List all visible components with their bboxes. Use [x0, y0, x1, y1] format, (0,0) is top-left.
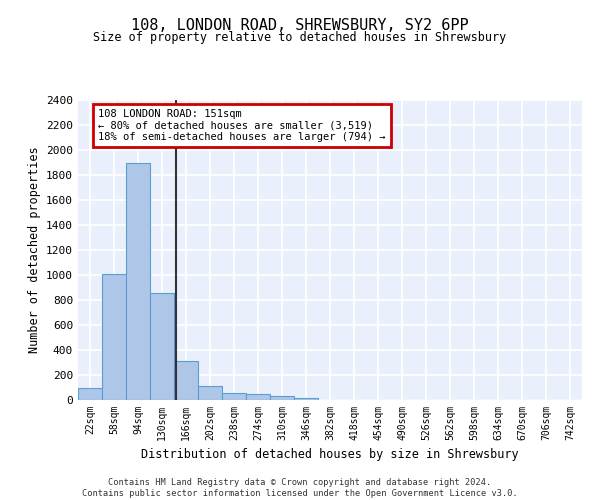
Bar — [222, 392, 246, 400]
Bar — [198, 386, 222, 400]
X-axis label: Distribution of detached houses by size in Shrewsbury: Distribution of detached houses by size … — [141, 448, 519, 462]
Bar — [150, 292, 174, 400]
Bar — [102, 274, 126, 400]
Text: Size of property relative to detached houses in Shrewsbury: Size of property relative to detached ho… — [94, 31, 506, 44]
Text: 108, LONDON ROAD, SHREWSBURY, SY2 6PP: 108, LONDON ROAD, SHREWSBURY, SY2 6PP — [131, 18, 469, 32]
Bar — [78, 388, 102, 400]
Text: 108 LONDON ROAD: 151sqm
← 80% of detached houses are smaller (3,519)
18% of semi: 108 LONDON ROAD: 151sqm ← 80% of detache… — [98, 109, 386, 142]
Bar — [246, 394, 270, 400]
Y-axis label: Number of detached properties: Number of detached properties — [28, 146, 41, 354]
Text: Contains HM Land Registry data © Crown copyright and database right 2024.
Contai: Contains HM Land Registry data © Crown c… — [82, 478, 518, 498]
Bar — [270, 396, 294, 400]
Bar — [294, 398, 318, 400]
Bar — [174, 360, 198, 400]
Bar — [126, 163, 150, 400]
